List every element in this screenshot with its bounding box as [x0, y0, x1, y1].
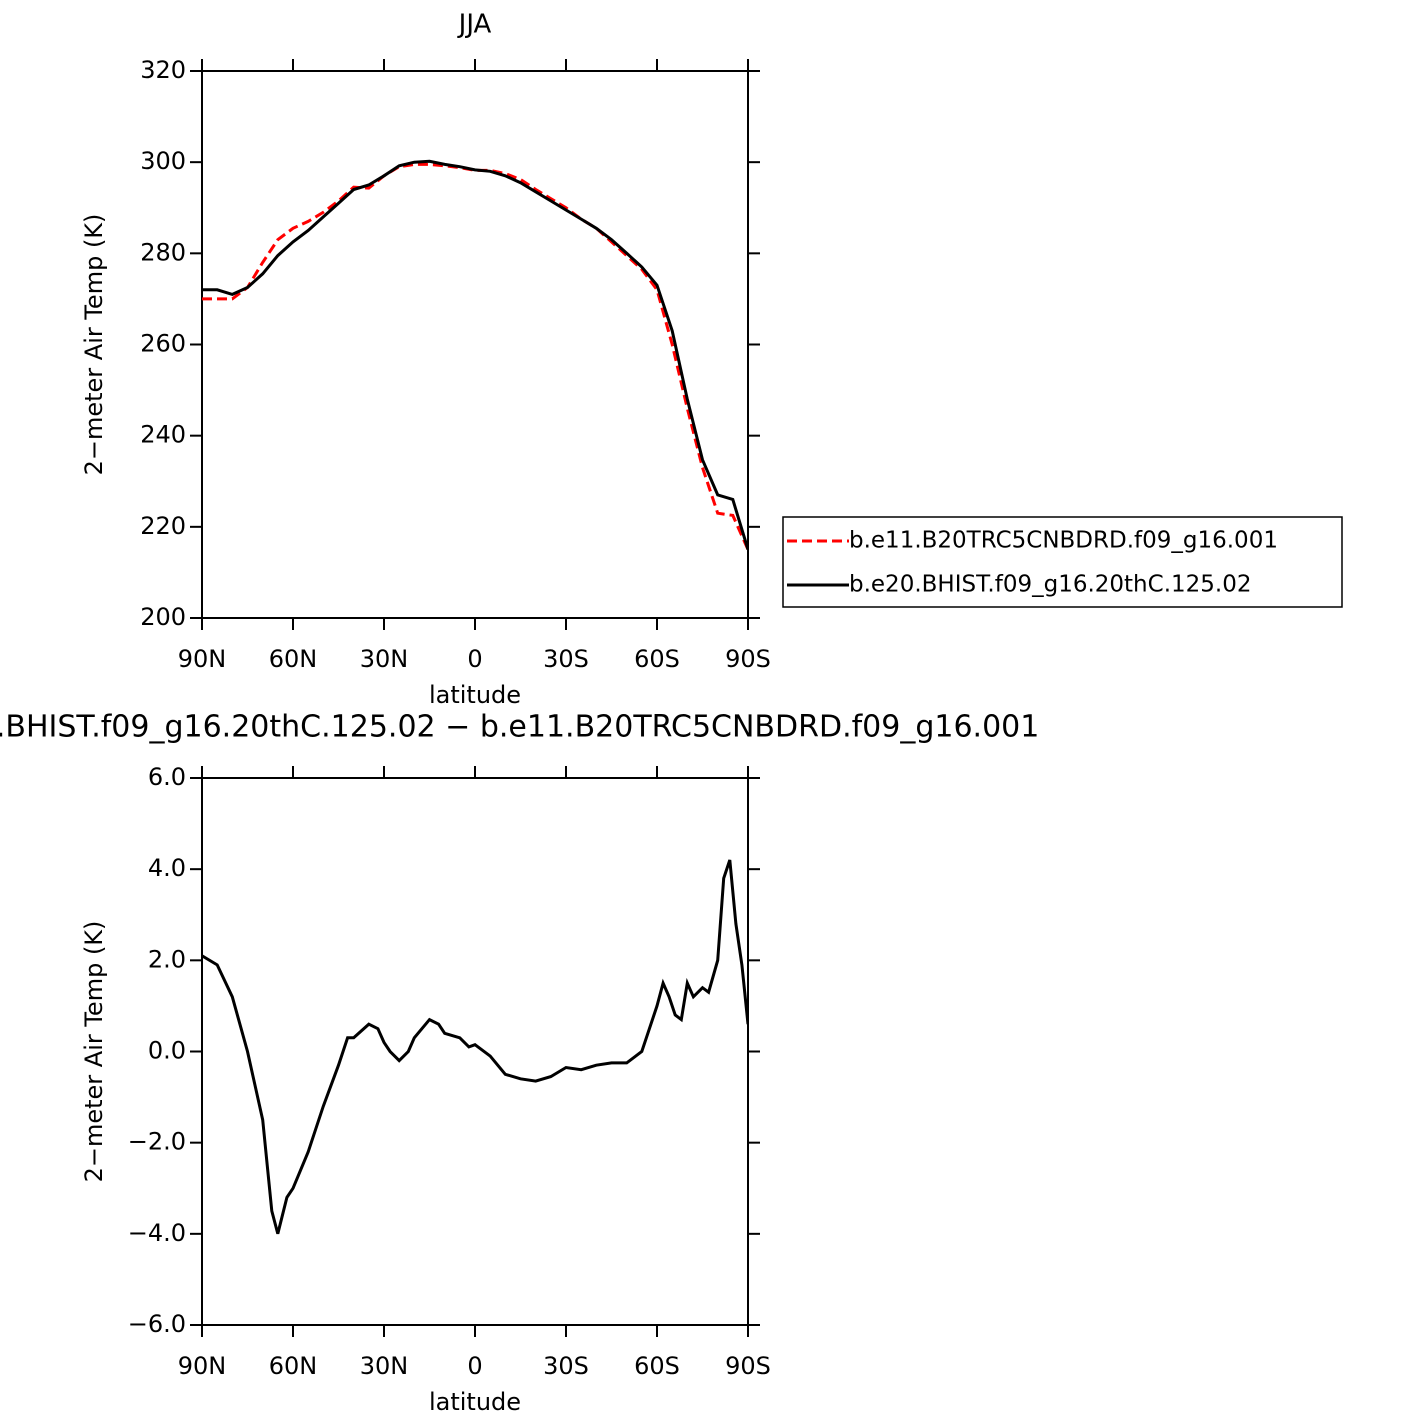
- y-tick-label: 240: [140, 421, 186, 449]
- y-tick-label: 280: [140, 238, 186, 266]
- data-line: [202, 162, 748, 551]
- y-tick-label: 2.0: [148, 945, 186, 973]
- x-tick-label: 90N: [178, 645, 227, 673]
- y-tick-label: 4.0: [148, 854, 186, 882]
- y-tick-label: 260: [140, 330, 186, 358]
- x-tick-label: 60N: [269, 645, 318, 673]
- y-tick-label: 0.0: [148, 1037, 186, 1065]
- x-tick-label: 30S: [543, 1352, 589, 1380]
- chart-title: JJA: [457, 10, 492, 40]
- y-tick-label: −4.0: [128, 1219, 186, 1247]
- y-tick-label: 6.0: [148, 763, 186, 791]
- legend-box: [782, 516, 1343, 608]
- x-axis-label: latitude: [429, 1388, 521, 1416]
- legend-label: b.e11.B20TRC5CNBDRD.f09_g16.001: [849, 528, 1278, 554]
- y-tick-label: −2.0: [128, 1128, 186, 1156]
- x-tick-label: 30N: [360, 1352, 409, 1380]
- x-tick-label: 90S: [725, 1352, 771, 1380]
- x-tick-label: 0: [467, 645, 482, 673]
- y-tick-label: 320: [140, 56, 186, 84]
- plot-frame: [201, 70, 749, 619]
- legend-label: b.e20.BHIST.f09_g16.20thC.125.02: [849, 572, 1251, 598]
- y-tick-label: 220: [140, 512, 186, 540]
- y-axis-label: 2−meter Air Temp (K): [80, 214, 108, 476]
- chart-title: b.e20.BHIST.f09_g16.20thC.125.02 − b.e11…: [0, 710, 1039, 745]
- x-tick-label: 0: [467, 1352, 482, 1380]
- x-tick-label: 60S: [634, 645, 680, 673]
- y-tick-label: −6.0: [128, 1310, 186, 1338]
- x-tick-label: 30S: [543, 645, 589, 673]
- x-tick-label: 30N: [360, 645, 409, 673]
- y-axis-label: 2−meter Air Temp (K): [80, 921, 108, 1183]
- x-axis-label: latitude: [429, 681, 521, 709]
- x-tick-label: 90S: [725, 645, 771, 673]
- plot-frame: [201, 777, 749, 1326]
- y-tick-label: 200: [140, 603, 186, 631]
- x-tick-label: 60N: [269, 1352, 318, 1380]
- y-tick-label: 300: [140, 147, 186, 175]
- data-line: [202, 159, 748, 551]
- x-tick-label: 60S: [634, 1352, 680, 1380]
- x-tick-label: 90N: [178, 1352, 227, 1380]
- data-line: [202, 859, 748, 1235]
